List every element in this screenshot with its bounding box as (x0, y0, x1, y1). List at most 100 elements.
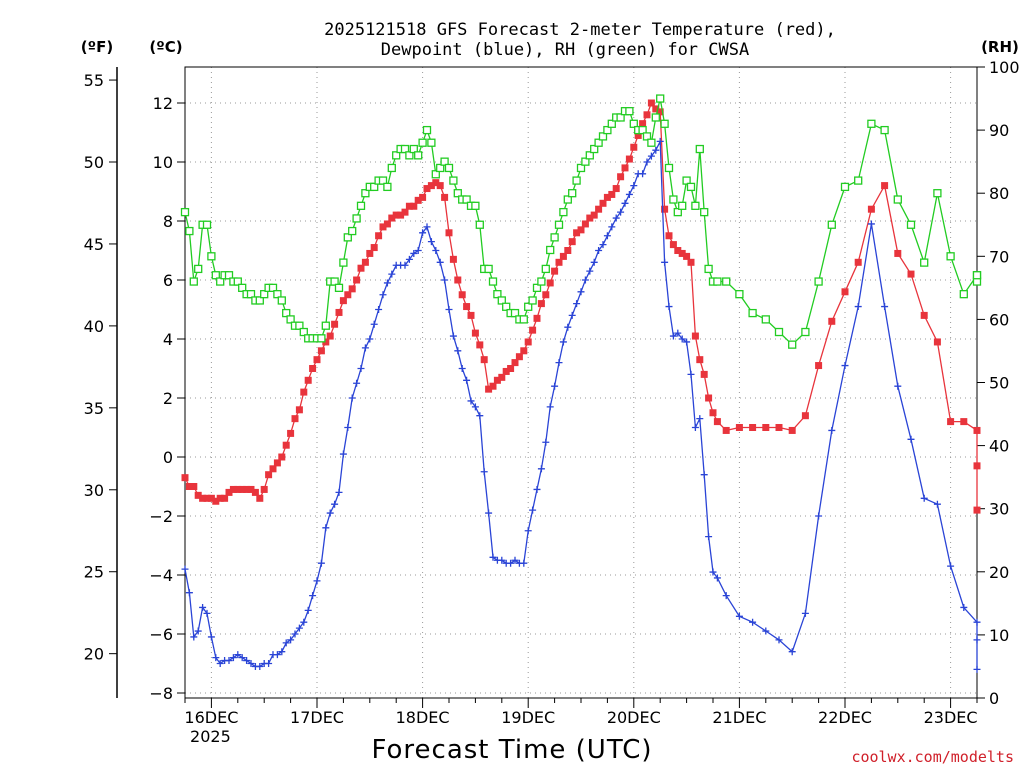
celsius-tick-label: 8 (163, 212, 173, 231)
dewpoint-point (520, 559, 528, 567)
dewpoint-point (207, 633, 215, 641)
rh-point (185, 226, 194, 236)
rh-point (453, 189, 462, 198)
rh-point (761, 315, 770, 324)
temperature-point (595, 205, 603, 213)
rh-point (299, 327, 308, 337)
temperature-point (353, 276, 361, 284)
temperature-point (801, 412, 809, 420)
rh-point (603, 125, 612, 135)
dewpoint-point (507, 559, 515, 567)
temperature-point (344, 291, 352, 299)
dewpoint-point (696, 415, 704, 423)
temperature-point (397, 211, 405, 219)
temperature-point (256, 494, 264, 502)
rh-point (532, 283, 542, 293)
temperature-point (586, 214, 594, 222)
temperature-point (700, 370, 708, 378)
temperature-point (199, 494, 207, 502)
rh-point (906, 220, 916, 229)
fahrenheit-tick-label: 55 (84, 71, 104, 90)
dewpoint-point (665, 303, 673, 311)
dewpoint-point (639, 170, 647, 178)
rh-point (854, 176, 863, 185)
rh-point (409, 144, 418, 154)
rh-point (462, 195, 471, 204)
rh-point (356, 201, 366, 210)
temperature-point (691, 332, 699, 340)
temperature-point (696, 356, 704, 364)
rh-point (735, 290, 744, 299)
temperature-point (480, 356, 488, 364)
rh-point (541, 264, 550, 274)
rh-point (246, 290, 256, 299)
temperature-point (265, 471, 273, 479)
rh-point (959, 290, 968, 299)
dewpoint-point (317, 559, 325, 567)
rh-point (827, 220, 836, 229)
temperature-point (612, 185, 620, 193)
temperature-point (361, 258, 369, 266)
dewpoint-point (960, 603, 968, 611)
celsius-axis: −8 −6 −4 −2 0 2 4 6 8 10 12 (149, 94, 185, 703)
temperature-point (564, 247, 572, 254)
temperature-point (577, 226, 585, 234)
temperature-point (463, 303, 471, 311)
celsius-axis-unit: (ºC) (149, 38, 182, 56)
rh-tick-label: 30 (989, 500, 1009, 519)
dewpoint-point (344, 424, 352, 431)
rh-point (686, 182, 696, 192)
dewpoint-point (907, 435, 915, 443)
dewpoint-point (599, 241, 607, 249)
dewpoint-point (361, 344, 369, 352)
dewpoint-point (436, 258, 444, 266)
temperature-point (313, 356, 321, 364)
rh-point (260, 290, 269, 299)
temperature-point (379, 223, 387, 231)
dewpoint-point (559, 338, 567, 346)
dewpoint-point (586, 267, 594, 275)
temperature-point (749, 424, 757, 431)
temperature-point (317, 347, 325, 355)
temperature-point (269, 465, 277, 473)
temperature-point (427, 182, 435, 190)
temperature-point (656, 108, 664, 116)
temperature-point (375, 232, 383, 240)
rh-point (400, 144, 410, 154)
rh-point (713, 277, 722, 286)
dewpoint-point (181, 565, 189, 573)
x-tick-label: 20DEC (607, 708, 661, 727)
temperature-point (348, 285, 356, 293)
rh-point (238, 283, 247, 293)
rh-point (748, 308, 757, 318)
dewpoint-point (467, 397, 475, 405)
rh-point (497, 296, 506, 305)
x-axis-label: Forecast Time (UTC) (371, 735, 652, 765)
rh-point (471, 201, 480, 210)
temperature-point (867, 205, 875, 213)
temperature-point (687, 258, 695, 266)
rh-point (678, 201, 687, 210)
rh-point (594, 138, 603, 147)
dewpoint-point (256, 662, 264, 670)
temperature-point (555, 258, 563, 266)
rh-point (537, 277, 546, 286)
rh-point (387, 163, 396, 173)
rh-point (233, 277, 242, 286)
dewpoint-point (278, 648, 286, 656)
rh-point (660, 119, 669, 128)
temperature-point (401, 208, 409, 216)
dewpoint-point (401, 261, 409, 269)
temperature-point (705, 394, 713, 402)
rh-point (189, 277, 198, 286)
fahrenheit-axis: 20 25 30 35 40 45 50 55 (84, 67, 118, 698)
rh-point (722, 277, 731, 286)
temperature-point (709, 409, 717, 417)
rh-point (607, 119, 616, 128)
celsius-tick-label: −6 (149, 625, 173, 644)
temperature-point (947, 418, 955, 426)
temperature-point (454, 276, 462, 284)
rh-point (801, 327, 810, 337)
rh-point (528, 296, 537, 305)
temperature-point (546, 279, 554, 287)
